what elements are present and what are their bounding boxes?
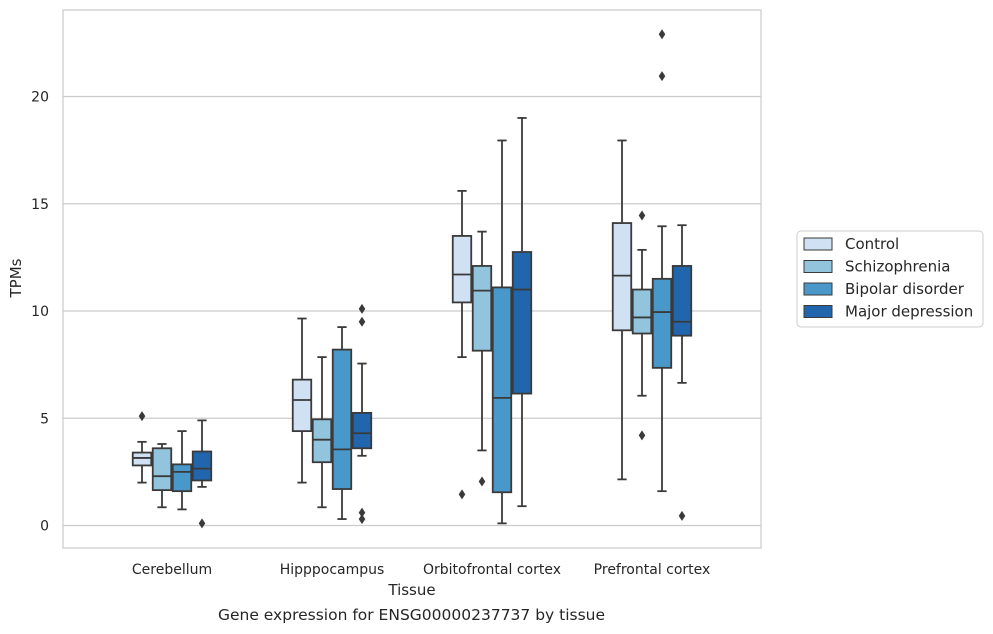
box-iqr: [191, 450, 213, 482]
legend-label: Major depression: [845, 303, 973, 321]
box-iqr: [291, 378, 313, 433]
legend-label: Control: [845, 235, 899, 253]
outlier-point: [638, 210, 646, 221]
box-iqr: [311, 418, 333, 464]
y-tick-label: 10: [31, 304, 49, 320]
box-schizophrenia: [471, 230, 493, 487]
y-tick-labels: 0 5 10 15 20: [31, 90, 49, 535]
legend-swatch: [803, 282, 833, 296]
y-tick-label: 15: [31, 197, 49, 213]
box-schizophrenia: [631, 210, 653, 441]
legend-swatch: [803, 305, 833, 318]
box-bipolar-disorder: [171, 430, 193, 511]
y-tick-label: 0: [40, 519, 49, 535]
outlier-point: [358, 514, 366, 525]
box-control: [131, 411, 153, 484]
outlier-point: [358, 316, 366, 327]
box-iqr: [451, 235, 473, 304]
box-control: [611, 139, 633, 481]
legend: Control Schizophrenia Bipolar disorder Majo…: [796, 230, 984, 328]
outlier-point: [678, 510, 686, 521]
box-schizophrenia: [151, 443, 173, 509]
box-iqr: [671, 265, 693, 337]
box-major-depression: [671, 224, 693, 521]
legend-swatch: [803, 237, 833, 251]
box-major-depression: [511, 117, 533, 508]
box-iqr: [131, 451, 153, 467]
box-schizophrenia: [311, 356, 333, 509]
x-tick-label: Orbitofrontal cortex: [423, 562, 561, 578]
outlier-point: [478, 476, 486, 487]
box-iqr: [611, 222, 633, 332]
plot-area-frame: [62, 9, 762, 549]
box-bipolar-disorder: [491, 139, 513, 525]
box-iqr: [331, 348, 353, 490]
box-bipolar-disorder: [331, 326, 353, 520]
outlier-point: [198, 518, 206, 529]
box-control: [451, 189, 473, 500]
box-iqr: [151, 447, 173, 492]
box-iqr: [631, 288, 653, 335]
legend-swatch: [803, 260, 833, 273]
x-axis-label: Tissue: [387, 581, 435, 599]
box-series: [131, 29, 693, 529]
chart-caption: Gene expression for ENSG00000237737 by t…: [217, 606, 606, 624]
box-major-depression: [351, 303, 373, 525]
x-tick-label: Prefrontal cortex: [594, 562, 711, 578]
box-iqr: [511, 251, 533, 395]
y-axis-label: TPMs: [7, 258, 25, 298]
outlier-point: [638, 430, 646, 441]
box-iqr: [171, 463, 193, 493]
outlier-point: [658, 71, 666, 82]
box-major-depression: [191, 419, 213, 529]
box-iqr: [651, 277, 673, 369]
box-bipolar-disorder: [651, 29, 673, 493]
legend-label: Bipolar disorder: [845, 280, 965, 298]
x-tick-labels: Cerebellum Hipppocampus Orbitofrontal cort…: [132, 562, 710, 578]
outlier-point: [458, 489, 466, 500]
y-tick-label: 5: [40, 411, 49, 427]
legend-frame: [796, 230, 984, 328]
outlier-point: [658, 29, 666, 40]
x-tick-label: Hipppocampus: [280, 562, 385, 578]
outlier-point: [358, 507, 366, 518]
box-iqr: [471, 265, 493, 352]
box-iqr: [491, 286, 513, 494]
outlier-point: [358, 303, 366, 314]
box-control: [291, 317, 313, 484]
legend-label: Schizophrenia: [845, 258, 950, 276]
outlier-point: [138, 411, 146, 422]
x-tick-label: Cerebellum: [132, 562, 212, 578]
y-tick-label: 20: [31, 90, 49, 106]
box-iqr: [351, 411, 373, 450]
grid-lines: [63, 95, 761, 527]
